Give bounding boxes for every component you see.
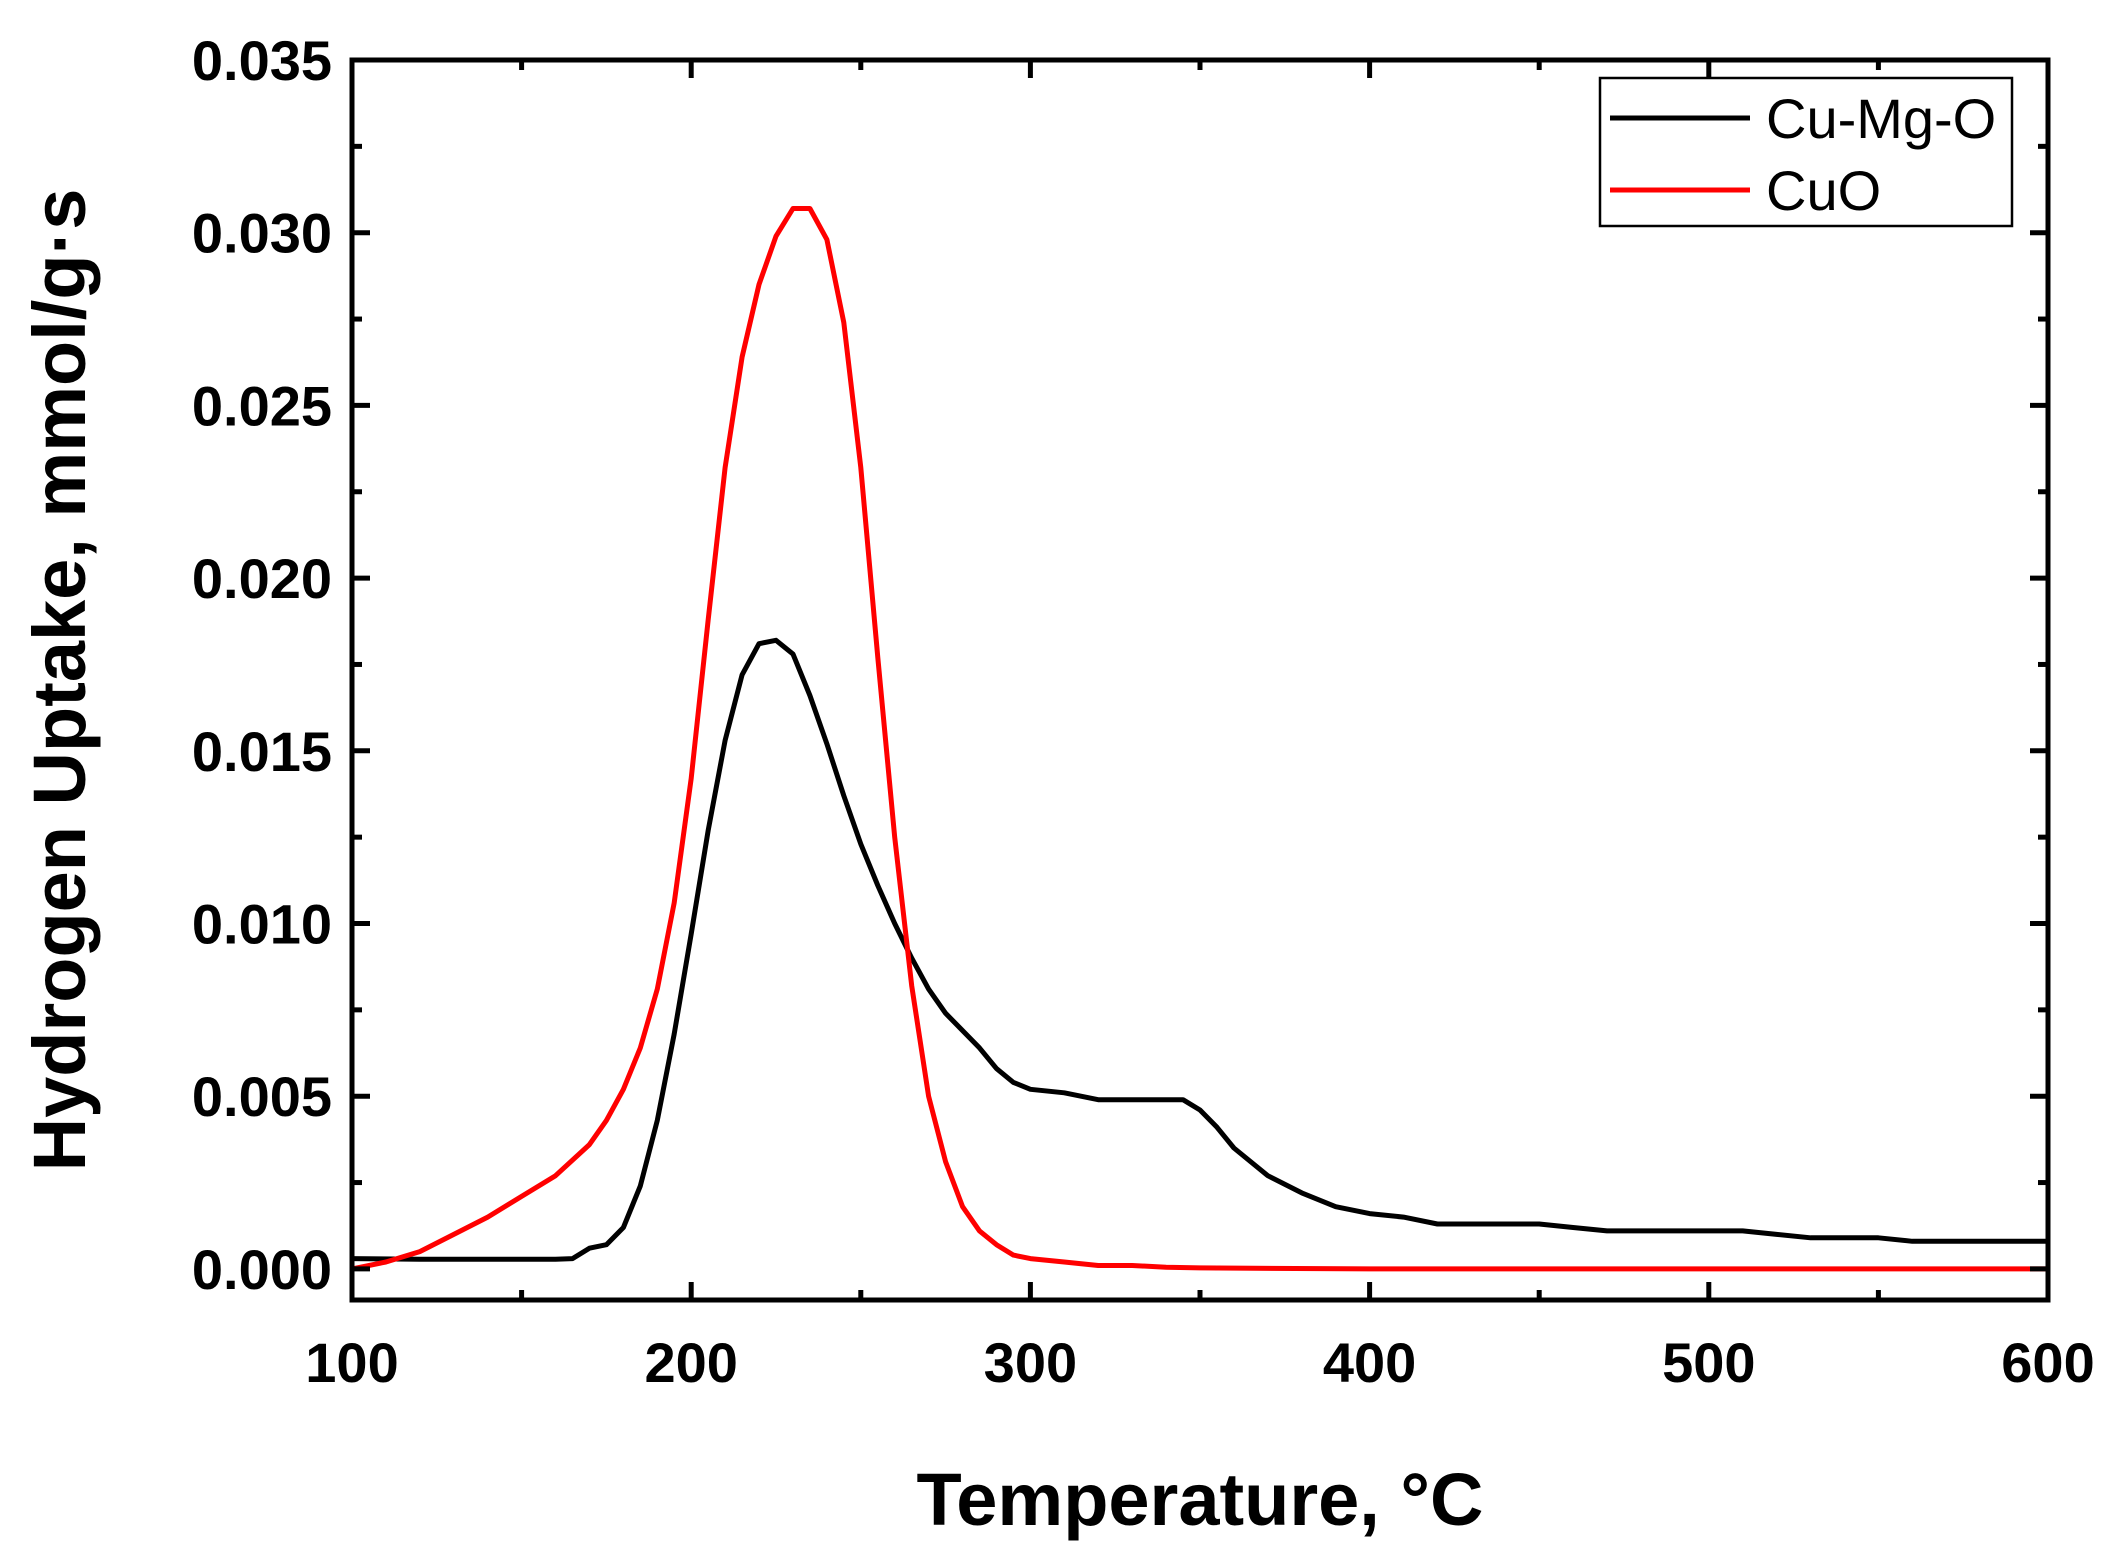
x-tick-label: 100 bbox=[305, 1331, 398, 1394]
y-tick-label: 0.005 bbox=[192, 1065, 332, 1128]
legend-label-cu-mg-o: Cu-Mg-O bbox=[1766, 87, 1996, 150]
x-tick-label: 300 bbox=[984, 1331, 1077, 1394]
y-tick-label: 0.030 bbox=[192, 202, 332, 265]
y-axis-title: Hydrogen Uptake, mmol/g·s bbox=[18, 189, 101, 1172]
y-tick-label: 0.015 bbox=[192, 720, 332, 783]
x-axis-title: Temperature, °C bbox=[917, 1458, 1484, 1541]
y-tick-label: 0.000 bbox=[192, 1238, 332, 1301]
y-tick-label: 0.025 bbox=[192, 374, 332, 437]
x-tick-label: 500 bbox=[1662, 1331, 1755, 1394]
series-layer bbox=[349, 206, 2051, 1272]
legend-label-cuo: CuO bbox=[1766, 159, 1881, 222]
legend: Cu-Mg-O CuO bbox=[1598, 76, 2014, 228]
x-axis-ticks: 100 200 300 400 500 600 bbox=[305, 60, 2095, 1394]
y-axis-ticks: 0.000 0.005 0.010 0.015 0.020 0.025 0.030 0.035 bbox=[192, 29, 2048, 1301]
y-tick-label: 0.035 bbox=[192, 29, 332, 92]
x-tick-label: 600 bbox=[2001, 1331, 2094, 1394]
legend-box bbox=[1598, 76, 2014, 228]
series-line-cu-mg-o bbox=[349, 637, 2051, 1262]
y-tick-label: 0.020 bbox=[192, 547, 332, 610]
x-tick-label: 200 bbox=[644, 1331, 737, 1394]
x-tick-label: 400 bbox=[1323, 1331, 1416, 1394]
series-line-cuo bbox=[349, 206, 2051, 1272]
y-tick-label: 0.010 bbox=[192, 893, 332, 956]
